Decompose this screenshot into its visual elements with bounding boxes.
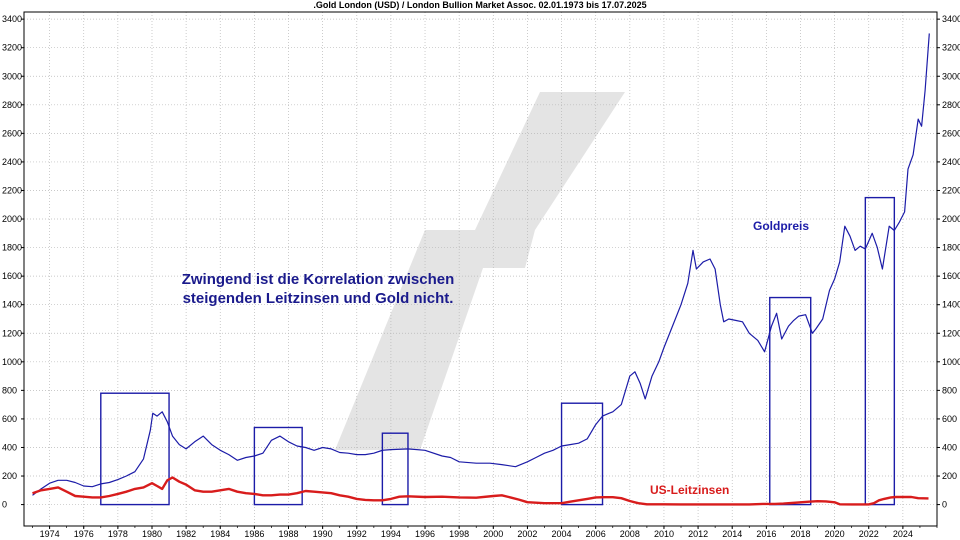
y-tick-label: 2000: [2, 214, 22, 224]
y-tick-label: 2800: [2, 100, 22, 110]
y-tick-label: 2400: [2, 157, 22, 167]
y-tick-label: 200: [942, 471, 957, 481]
x-tick-label: 1984: [210, 529, 230, 539]
y-tick-label: 1000: [942, 357, 960, 367]
y-tick-label: 800: [2, 385, 17, 395]
y-tick-label: 2200: [942, 185, 960, 195]
watermark-shape: [335, 92, 625, 450]
y-tick-label: 400: [942, 442, 957, 452]
highlight-box: [381, 432, 409, 506]
y-tick-label: 800: [942, 385, 957, 395]
chart-title: .Gold London (USD) / London Bullion Mark…: [313, 0, 646, 10]
y-tick-label: 2400: [942, 157, 960, 167]
y-tick-label: 2800: [942, 100, 960, 110]
grid: [24, 12, 937, 526]
series-label-rates: US-Leitzinsen: [650, 483, 729, 497]
x-tick-label: 1974: [40, 529, 60, 539]
highlight-boxes: [100, 196, 896, 506]
x-tick-label: 2010: [654, 529, 674, 539]
highlight-box: [769, 296, 812, 506]
y-tick-label: 600: [942, 414, 957, 424]
x-tick-label: 2016: [756, 529, 776, 539]
x-tick-label: 2002: [517, 529, 537, 539]
x-tick-label: 1982: [176, 529, 196, 539]
y-tick-label: 400: [2, 442, 17, 452]
y-tick-label: 2600: [942, 128, 960, 138]
y-tick-label: 3200: [2, 43, 22, 53]
x-tick-label: 2024: [893, 529, 913, 539]
y-tick-label: 0: [942, 500, 947, 510]
y-tick-label: 0: [2, 500, 7, 510]
y-tick-label: 1800: [942, 243, 960, 253]
x-tick-label: 2008: [620, 529, 640, 539]
y-tick-label: 1400: [2, 300, 22, 310]
gold-price-line: [32, 33, 930, 496]
y-tick-label: 2200: [2, 185, 22, 195]
x-tick-label: 2000: [483, 529, 503, 539]
x-tick-label: 1992: [347, 529, 367, 539]
x-tick-label: 2012: [688, 529, 708, 539]
x-tick-label: 1980: [142, 529, 162, 539]
y-tick-label: 1000: [2, 357, 22, 367]
y-tick-label: 1600: [942, 271, 960, 281]
annotation-line-2: steigenden Leitzinsen und Gold nicht.: [183, 290, 454, 307]
y-axis-right: 0 200 400 600 800 1000 1200 1400 1600 1800 2000 220…: [937, 14, 960, 510]
y-tick-label: 2000: [942, 214, 960, 224]
y-tick-label: 1600: [2, 271, 22, 281]
annotation-line-1: Zwingend ist die Korrelation zwischen: [182, 271, 455, 288]
y-tick-label: 2600: [2, 128, 22, 138]
highlight-box: [864, 196, 896, 506]
x-tick-label: 2006: [586, 529, 606, 539]
series-label-gold: Goldpreis: [753, 219, 809, 233]
y-tick-label: 3400: [942, 14, 960, 24]
y-tick-label: 1200: [942, 328, 960, 338]
series-lines: [32, 33, 930, 506]
highlight-box: [100, 392, 170, 506]
x-tick-label: 1988: [278, 529, 298, 539]
plot-frame: [23, 11, 938, 527]
y-tick-label: 3400: [2, 14, 22, 24]
x-tick-label: 1994: [381, 529, 401, 539]
x-tick-label: 1978: [108, 529, 128, 539]
x-tick-label: 2020: [825, 529, 845, 539]
x-tick-label: 1998: [449, 529, 469, 539]
x-tick-label: 2022: [859, 529, 879, 539]
highlight-box: [560, 402, 604, 506]
x-tick-label: 1996: [415, 529, 435, 539]
y-tick-label: 1800: [2, 243, 22, 253]
x-tick-label: 1990: [313, 529, 333, 539]
x-tick-label: 1986: [244, 529, 264, 539]
highlight-box: [253, 426, 303, 506]
y-tick-label: 1400: [942, 300, 960, 310]
y-tick-label: 1200: [2, 328, 22, 338]
y-tick-label: 3200: [942, 43, 960, 53]
us-rates-line: [32, 476, 929, 506]
x-tick-label: 2014: [722, 529, 742, 539]
x-tick-label: 2004: [552, 529, 572, 539]
x-tick-label: 2018: [790, 529, 810, 539]
y-tick-label: 3000: [2, 71, 22, 81]
x-tick-label: 1976: [74, 529, 94, 539]
y-tick-label: 200: [2, 471, 17, 481]
y-tick-label: 600: [2, 414, 17, 424]
y-tick-label: 3000: [942, 71, 960, 81]
